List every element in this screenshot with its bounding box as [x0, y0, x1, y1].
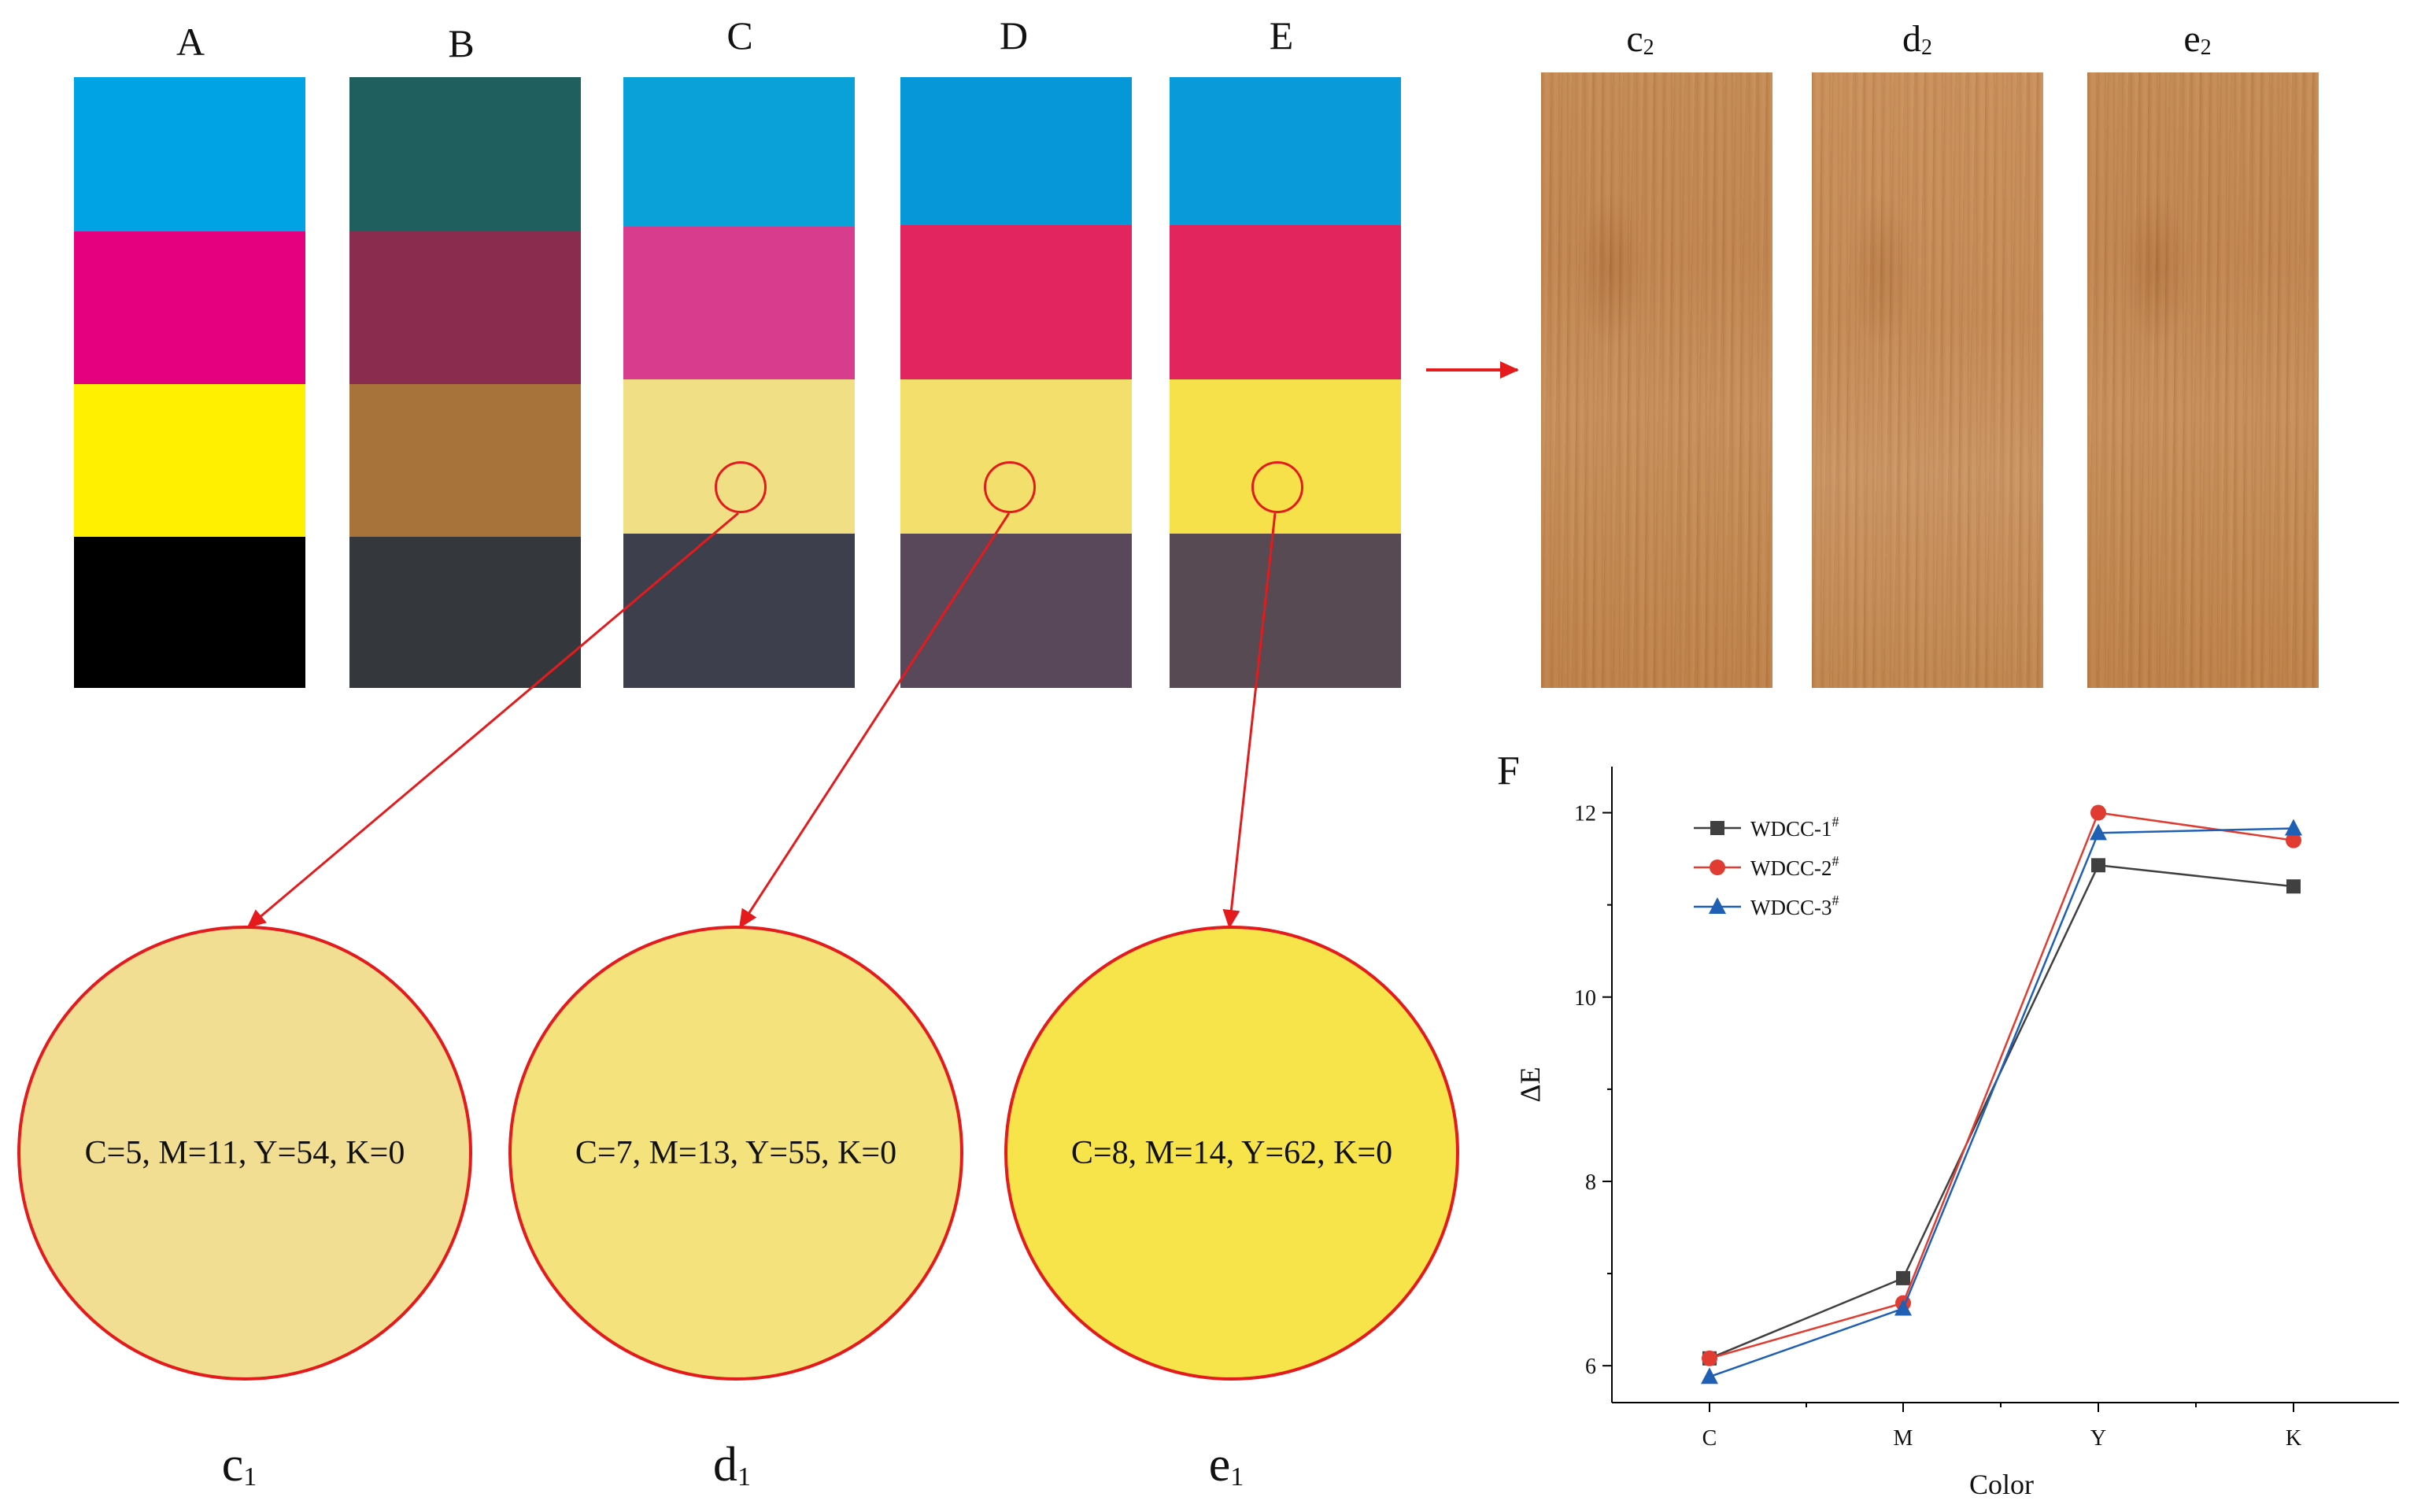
strip-a — [74, 77, 305, 688]
zoom-label-e1: e1 — [1148, 1437, 1305, 1493]
zoom-circle-d1-text: C=7, M=13, Y=55, K=0 — [575, 1135, 897, 1171]
wood-panel-c2 — [1541, 72, 1772, 688]
selection-circle-d — [984, 461, 1036, 513]
strip-d-black — [900, 534, 1132, 688]
zoom-label-c1-letter: c — [221, 1438, 244, 1492]
panel-label-a: A — [176, 20, 205, 64]
zoom-label-c1-sub: 1 — [243, 1462, 257, 1492]
series-line-2 — [1709, 811, 2294, 1359]
series-3-point — [1894, 1299, 1912, 1316]
legend-marker-3 — [1709, 897, 1726, 914]
strip-b-black — [349, 537, 581, 688]
zoom-label-d1: d1 — [653, 1437, 811, 1493]
wood-label-d2: d2 — [1839, 17, 1996, 61]
panel-label-b: B — [448, 21, 475, 65]
strip-e — [1170, 77, 1401, 688]
legend-label-3: WDCC-3# — [1750, 893, 1839, 919]
x-tick-label: C — [1702, 1426, 1717, 1451]
wood-label-c2-sub: 2 — [1643, 35, 1654, 60]
zoom-circle-e1-text: C=8, M=14, Y=62, K=0 — [1070, 1135, 1393, 1171]
y-tick-label: 8 — [1585, 1170, 1596, 1195]
wood-label-e2-sub: 2 — [2200, 35, 2212, 60]
legend-label-2: WDCC-2# — [1750, 853, 1839, 880]
panel-label-e: E — [1269, 13, 1294, 57]
zoom-arrow-c — [246, 512, 739, 929]
delta-e-line-chart: 6 8 10 12 C M Y K Color ΔE WDCC-1# WDCC-2# WDCC-3# — [1514, 767, 2399, 1500]
zoom-circle-c1-text: C=5, M=11, Y=54, K=0 — [84, 1135, 405, 1171]
strip-c-black — [623, 534, 855, 688]
strip-c-magenta — [623, 227, 855, 379]
zoom-label-d1-sub: 1 — [737, 1462, 751, 1492]
strip-b — [349, 77, 581, 688]
strip-b-yellow — [349, 384, 581, 537]
series-1-point — [2286, 879, 2301, 894]
strip-b-magenta — [349, 231, 581, 384]
strip-d-magenta — [900, 225, 1132, 379]
legend-label-sup: # — [1832, 853, 1839, 869]
series-3-point — [2285, 819, 2302, 836]
strip-e-black — [1170, 534, 1401, 688]
legend-label-sup: # — [1832, 814, 1839, 830]
series-3-point — [2090, 823, 2107, 841]
zoom-circle-e1: C=8, M=14, Y=62, K=0 — [1004, 926, 1459, 1381]
wood-label-c2-letter: c — [1626, 18, 1643, 60]
panel-label-f: F — [1497, 749, 1520, 793]
legend-marker-2 — [1710, 860, 1725, 875]
strip-c-cyan — [623, 77, 855, 227]
x-tick-label: M — [1894, 1426, 1913, 1451]
x-tick-label: Y — [2090, 1426, 2106, 1451]
strip-a-cyan — [74, 77, 305, 231]
panel-label-c: C — [726, 13, 753, 57]
series-2-point — [2090, 804, 2106, 821]
strip-d — [900, 77, 1132, 688]
zoom-label-d1-letter: d — [713, 1438, 737, 1492]
strip-e-cyan — [1170, 77, 1401, 225]
series-1-point — [1896, 1270, 1910, 1285]
y-tick-label: 10 — [1574, 986, 1596, 1011]
strip-b-cyan — [349, 77, 581, 231]
strip-a-black — [74, 537, 305, 688]
wood-label-e2: e2 — [2119, 17, 2276, 61]
wood-label-e2-letter: e — [2183, 18, 2201, 60]
y-tick-label: 12 — [1574, 802, 1596, 826]
strip-d-cyan — [900, 77, 1132, 225]
strip-a-magenta — [74, 231, 305, 384]
wood-panel-e2 — [2087, 72, 2319, 688]
legend-label-1: WDCC-1# — [1750, 814, 1839, 841]
y-tick-label: 6 — [1585, 1355, 1596, 1379]
zoom-label-e1-sub: 1 — [1230, 1462, 1244, 1492]
series-line-3 — [1709, 827, 2294, 1378]
zoom-circle-d1: C=7, M=13, Y=55, K=0 — [508, 926, 963, 1381]
series-2-point — [1702, 1350, 1717, 1366]
series-1-point — [2091, 858, 2105, 873]
x-tick-label: K — [2286, 1426, 2301, 1451]
strip-a-yellow — [74, 384, 305, 537]
series-line-1 — [1709, 863, 2294, 1359]
wood-label-d2-sub: 2 — [1921, 35, 1932, 60]
panel-label-d: D — [999, 13, 1029, 57]
legend-label-sup: # — [1832, 893, 1839, 908]
wood-panel-d2 — [1812, 72, 2043, 688]
wood-label-c2: c2 — [1562, 17, 1719, 61]
zoom-circle-c1: C=5, M=11, Y=54, K=0 — [17, 926, 472, 1381]
selection-circle-c — [715, 461, 767, 513]
y-axis-label: ΔE — [1514, 1067, 1546, 1102]
wood-label-d2-letter: d — [1902, 18, 1921, 60]
legend-marker-1 — [1710, 821, 1724, 835]
series-3-point — [1701, 1367, 1718, 1384]
selection-circle-e — [1251, 461, 1303, 513]
strip-e-magenta — [1170, 225, 1401, 379]
series-2-point — [2286, 832, 2301, 848]
zoom-label-c1: c1 — [161, 1437, 318, 1493]
x-axis-label: Color — [1969, 1469, 2034, 1500]
zoom-arrow-d — [738, 512, 1011, 929]
zoom-arrow-e — [1222, 512, 1277, 929]
zoom-label-e1-letter: e — [1208, 1438, 1231, 1492]
